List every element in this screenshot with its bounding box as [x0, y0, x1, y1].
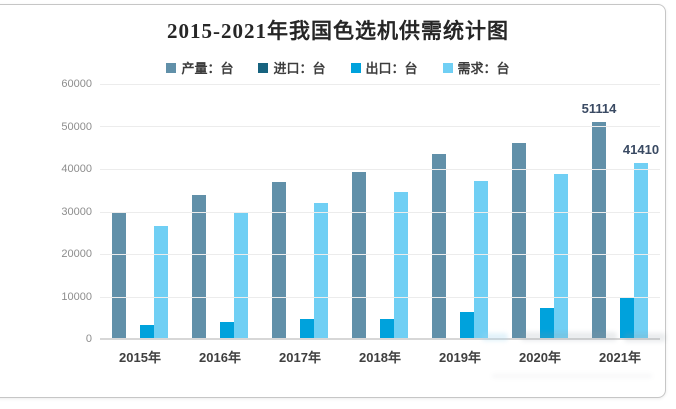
plot-area: 51114 41410: [100, 84, 660, 340]
bar-产量-2016年: [192, 195, 206, 339]
gridline-50000: [100, 126, 660, 127]
legend-label: 产量：台: [181, 61, 234, 76]
bar-产量-2019年: [432, 153, 446, 339]
bar-出口-2021年: [620, 298, 634, 339]
legend-swatch-icon: [350, 62, 361, 73]
legend-item-1: 进口：台: [258, 58, 326, 77]
x-axis-label-2016年: 2016年: [199, 350, 241, 365]
legend-label: 出口：台: [365, 61, 418, 76]
gridline-10000: [100, 297, 660, 298]
x-axis-label-2020年: 2020年: [519, 350, 561, 365]
data-label: 41410: [622, 142, 660, 158]
x-axis-label-2015年: 2015年: [119, 350, 161, 365]
bar-需求-2019年: [474, 181, 488, 339]
watermark-smudge: [482, 333, 508, 341]
legend-item-3: 需求：台: [442, 58, 510, 77]
watermark-smudge: [624, 333, 666, 342]
gridline-60000: [100, 84, 660, 85]
legend: 产量：台 进口：台 出口：台 需求：台: [0, 58, 676, 77]
bar-出口-2017年: [300, 319, 314, 339]
bar-group-2017年: [260, 84, 340, 339]
x-axis-label-2019年: 2019年: [439, 350, 481, 365]
legend-item-0: 产量：台: [166, 58, 233, 77]
watermark-smudge: [492, 374, 652, 378]
legend-label: 进口：台: [273, 61, 326, 76]
x-axis-label-2021年: 2021年: [599, 350, 641, 365]
legend-swatch-icon: [166, 62, 177, 73]
x-axis-label-2018年: 2018年: [359, 350, 401, 365]
x-axis-label-2017年: 2017年: [279, 350, 321, 365]
bar-出口-2018年: [380, 319, 394, 339]
bar-需求-2021年: 41410: [623, 142, 659, 339]
gridline-20000: [100, 254, 660, 255]
bar-产量-2018年: [352, 171, 366, 339]
bar-group-2021年: 51114 41410: [580, 84, 660, 339]
legend-item-2: 出口：台: [350, 58, 418, 77]
x-axis-labels: 2015年 2016年 2017年 2018年 2019年 2020年 2021年: [100, 347, 660, 366]
bar-需求-2015年: [154, 226, 168, 339]
y-axis-tick-label: 20000: [61, 248, 92, 260]
bar-需求-2018年: [394, 191, 408, 339]
bar-需求-2020年: [554, 173, 568, 339]
bar-出口-2016年: [220, 322, 234, 339]
bar-需求-2016年: [234, 212, 248, 339]
bar-产量-2015年: [112, 211, 126, 339]
legend-label: 需求：台: [457, 61, 510, 76]
bar-出口-2015年: [140, 324, 154, 339]
y-axis-tick-label: 0: [85, 333, 92, 345]
gridline-30000: [100, 212, 660, 213]
bar-产量-2020年: [512, 143, 526, 339]
bar-group-2016年: [180, 84, 260, 339]
y-axis-tick-label: 10000: [61, 290, 92, 303]
bar-出口-2020年: [540, 307, 554, 339]
y-axis-tick-label: 30000: [61, 205, 92, 218]
watermark-smudge: [521, 332, 617, 341]
gridline-0: [100, 338, 660, 340]
bar-需求-2017年: [314, 202, 328, 339]
bar-产量-2021年: 51114: [582, 101, 616, 339]
bar-产量-2017年: [272, 181, 286, 339]
gridline-40000: [100, 169, 660, 170]
bar-出口-2019年: [460, 312, 474, 339]
data-label: 51114: [581, 100, 617, 116]
legend-swatch-icon: [258, 62, 269, 73]
chart-frame-border: [0, 4, 666, 398]
legend-swatch-icon: [442, 62, 453, 73]
y-axis-tick-label: 40000: [61, 163, 92, 175]
chart-title: 2015-2021年我国色选机供需统计图: [167, 19, 509, 43]
y-axis-tick-label: 50000: [61, 120, 92, 133]
bar-group-2019年: [420, 84, 500, 339]
y-axis-tick-label: 60000: [61, 78, 92, 90]
